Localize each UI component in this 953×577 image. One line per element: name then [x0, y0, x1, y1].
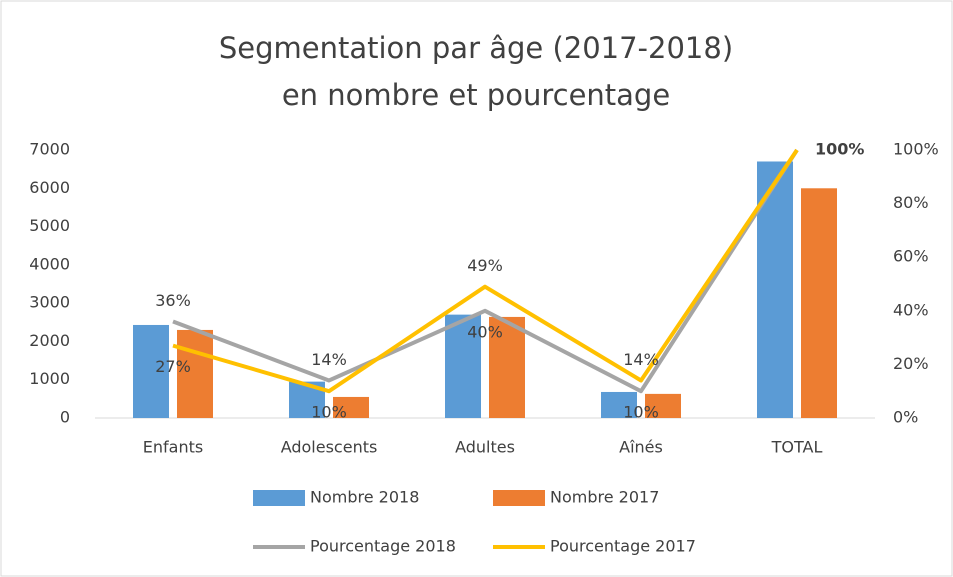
y-tick-label: 7000 — [29, 140, 70, 159]
data-label: 36% — [155, 291, 191, 310]
y-tick-label: 3000 — [29, 293, 70, 312]
line — [172, 148, 799, 394]
x-tick-label: Aînés — [619, 438, 663, 457]
data-label: 27% — [155, 357, 191, 376]
bar — [601, 391, 637, 418]
bar — [645, 393, 681, 418]
y-tick-label: 4000 — [29, 254, 70, 273]
y2-tick-label: 100% — [893, 140, 939, 159]
y-tick-label: 1000 — [29, 369, 70, 388]
data-label: 10% — [623, 403, 659, 422]
data-label: 10% — [311, 403, 347, 422]
legend-label: Nombre 2017 — [550, 488, 659, 507]
x-tick-label: Adolescents — [281, 438, 378, 457]
x-tick-label: Adultes — [455, 438, 515, 457]
x-tick-label: TOTAL — [771, 438, 823, 457]
y-tick-label: 2000 — [29, 331, 70, 350]
bar — [333, 396, 369, 418]
legend-swatch — [493, 490, 545, 506]
bar — [177, 329, 213, 418]
data-label: 14% — [623, 350, 659, 369]
legend-label: Nombre 2018 — [310, 488, 419, 507]
data-label: 49% — [467, 256, 503, 275]
legend-label: Pourcentage 2018 — [310, 537, 456, 556]
data-label: 14% — [311, 350, 347, 369]
y2-tick-label: 40% — [893, 300, 929, 319]
y-tick-label: 5000 — [29, 216, 70, 235]
bar — [133, 324, 169, 418]
bar — [801, 188, 837, 418]
bar — [445, 314, 481, 418]
y2-tick-label: 0% — [893, 408, 918, 427]
data-label: 40% — [467, 322, 503, 341]
y-tick-label: 0 — [60, 408, 70, 427]
y2-tick-label: 80% — [893, 193, 929, 212]
y2-tick-label: 60% — [893, 247, 929, 266]
y-tick-label: 6000 — [29, 178, 70, 197]
legend-label: Pourcentage 2017 — [550, 537, 696, 556]
chart-title: Segmentation par âge (2017-2018) — [219, 31, 733, 65]
chart-subtitle: en nombre et pourcentage — [282, 78, 670, 112]
data-label: 100% — [815, 140, 864, 159]
legend-swatch — [253, 490, 305, 506]
line — [172, 148, 799, 394]
y2-tick-label: 20% — [893, 354, 929, 373]
x-tick-label: Enfants — [143, 438, 203, 457]
bar — [489, 316, 525, 418]
